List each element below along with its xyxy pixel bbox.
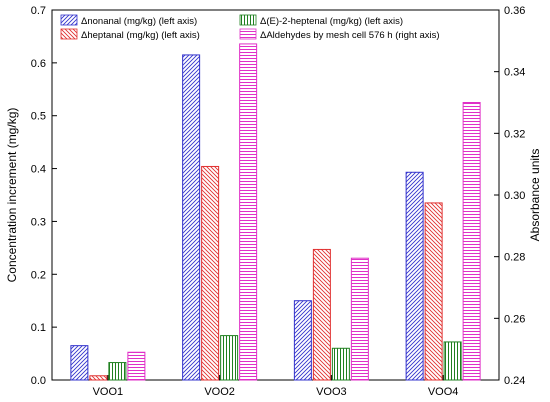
- bar-voo2-series-3: [239, 43, 258, 381]
- left-tick-label: 0.3: [31, 216, 46, 228]
- bar-voo3-series-2: [331, 347, 350, 381]
- legend-label-1: Δheptanal (mg/kg) (left axis): [81, 30, 200, 41]
- right-tick-label: 0.32: [504, 128, 525, 140]
- x-tick-label: VOO3: [316, 386, 347, 398]
- right-tick-label: 0.34: [504, 67, 525, 79]
- bar-voo3-series-1: [312, 248, 331, 381]
- legend-swatch-1: [60, 28, 78, 40]
- x-tick-label: VOO4: [428, 386, 459, 398]
- bar-voo2-series-1: [201, 165, 220, 381]
- right-axis-title: Absorbance units: [528, 149, 542, 242]
- left-tick-label: 0.5: [31, 111, 46, 123]
- bars: [70, 43, 481, 381]
- legend-swatch-0: [60, 14, 78, 26]
- legend: Δnonanal (mg/kg) (left axis) Δheptanal (…: [60, 14, 440, 41]
- legend-swatch-3: [239, 28, 257, 40]
- bar-voo4-series-3: [462, 102, 481, 381]
- x-tick-label: VOO1: [93, 386, 124, 398]
- right-tick-label: 0.24: [504, 375, 525, 387]
- bar-voo2-series-0: [182, 54, 201, 381]
- left-tick-label: 0.6: [31, 58, 46, 70]
- right-tick-label: 0.26: [504, 313, 525, 325]
- right-tick-label: 0.30: [504, 190, 525, 202]
- right-tick-label: 0.28: [504, 252, 525, 264]
- x-tick-label: VOO2: [204, 386, 235, 398]
- left-tick-label: 0.4: [31, 164, 46, 176]
- bar-voo1-series-1: [89, 375, 108, 381]
- legend-label-2: Δ(E)-2-heptenal (mg/kg) (left axis): [260, 16, 403, 27]
- legend-label-0: Δnonanal (mg/kg) (left axis): [81, 16, 197, 27]
- bar-voo2-series-2: [220, 335, 239, 381]
- x-axis-labels: VOO1 VOO2 VOO3 VOO4: [93, 375, 459, 398]
- legend-swatch-2: [239, 14, 257, 26]
- left-tick-label: 0.7: [31, 5, 46, 17]
- bar-voo4-series-2: [443, 341, 462, 381]
- left-tick-label: 0.1: [31, 322, 46, 334]
- left-axis-title: Concentration increment (mg/kg): [5, 108, 19, 283]
- legend-label-3: ΔAldehydes by mesh cell 576 h (right axi…: [260, 30, 440, 41]
- bar-voo3-series-3: [350, 257, 369, 381]
- left-tick-label: 0.2: [31, 269, 46, 281]
- bar-voo3-series-0: [293, 300, 312, 381]
- bar-voo4-series-1: [424, 202, 443, 381]
- right-axis-ticks: 0.24 0.26 0.28 0.30 0.32 0.34 0.36: [494, 5, 525, 387]
- bar-voo4-series-0: [405, 171, 424, 381]
- bar-voo1-series-2: [108, 362, 127, 381]
- right-tick-label: 0.36: [504, 5, 525, 17]
- bar-voo1-series-0: [70, 345, 89, 381]
- bar-voo1-series-3: [127, 351, 146, 381]
- left-tick-label: 0.0: [31, 375, 46, 387]
- left-axis-ticks: 0.0 0.1 0.2 0.3 0.4 0.5 0.6 0.7: [31, 5, 57, 387]
